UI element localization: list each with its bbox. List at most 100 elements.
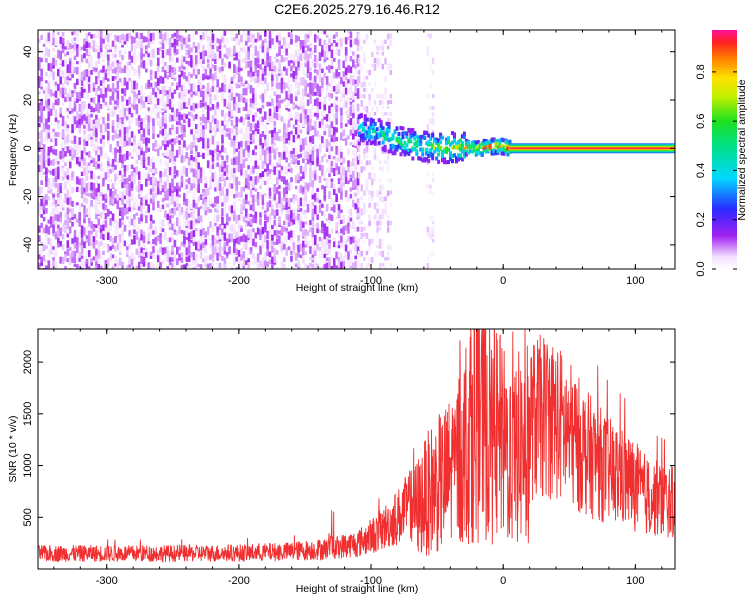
spectrogram-cell — [304, 38, 308, 47]
spectrogram-cell — [40, 186, 43, 194]
spectrogram-cell — [349, 101, 353, 105]
spectrogram-cell — [268, 55, 272, 63]
spectrogram-cell — [192, 218, 196, 228]
spectrogram-cell — [368, 93, 371, 100]
spectrogram-cell — [441, 150, 445, 155]
spectrogram-cell — [292, 147, 296, 155]
spectrogram-cell — [273, 241, 277, 246]
spectrogram-cell — [313, 45, 317, 53]
spectrogram-cell — [378, 196, 382, 202]
spectrogram-cell — [247, 213, 250, 222]
spectrogram-cell — [294, 104, 298, 109]
spectrogram-cell — [244, 208, 248, 217]
spectrogram-cell — [254, 152, 258, 156]
spectrogram-cell — [237, 191, 241, 197]
spectrogram-cell — [311, 247, 315, 255]
spectrogram-cell — [363, 190, 366, 196]
spectrogram-cell — [244, 60, 248, 69]
spectrogram-cell — [159, 190, 162, 195]
spectrogram-cell — [116, 194, 120, 201]
spectrogram-cell — [252, 253, 255, 259]
spectrogram-cell — [123, 165, 127, 172]
spectrogram-cell — [221, 247, 224, 251]
spectrogram-cell — [302, 142, 305, 151]
spectrogram-cell — [40, 259, 43, 267]
spectrogram-cell — [283, 119, 286, 124]
spectrogram-cell — [38, 110, 41, 114]
spectrogram-cell — [78, 71, 82, 81]
spectrogram-cell — [47, 87, 51, 95]
spectrogram-cell — [263, 251, 267, 261]
spectrogram-cell — [140, 145, 143, 151]
spectrogram-cell — [278, 99, 281, 109]
spectrogram-cell — [304, 50, 308, 60]
spectrogram-cell — [197, 178, 200, 185]
spectrogram-cell — [349, 39, 353, 48]
spectrogram-cell — [40, 115, 43, 123]
spectrogram-cell — [456, 145, 460, 150]
spectrogram-cell — [401, 126, 405, 131]
spectrogram-cell — [368, 214, 371, 221]
spectrogram-cell — [378, 166, 382, 171]
spectrogram-cell — [199, 85, 203, 91]
spectrogram-cell — [209, 97, 212, 105]
spectrogram-cell — [395, 145, 399, 150]
spectrogram-cell — [149, 255, 153, 259]
spectrogram-cell — [458, 144, 462, 149]
spectrogram-cell — [99, 41, 103, 48]
spectrogram-cell — [221, 232, 224, 240]
spectrogram-cell — [199, 136, 203, 142]
spectrogram-cell — [249, 100, 253, 108]
spectrogram-cell — [185, 198, 189, 207]
spectrogram-cell — [104, 72, 108, 81]
spectrogram-cell — [123, 141, 127, 148]
spectrogram-cell — [187, 49, 191, 59]
spectrogram-cell — [128, 107, 131, 115]
spectrogram-cell — [133, 67, 136, 76]
spectrogram-cell — [109, 211, 112, 215]
spectrogram-cell — [389, 112, 393, 117]
spectrogram-cell — [130, 205, 134, 213]
spectrogram-cell — [460, 143, 464, 148]
spectrogram-cell — [275, 267, 279, 269]
spectrogram-cell — [185, 228, 189, 237]
spectrogram-cell — [247, 51, 250, 60]
spectrogram-cell — [235, 256, 239, 262]
spectrogram-cell — [90, 139, 93, 148]
spectrogram-cell — [202, 73, 205, 81]
spectrogram-cell — [311, 150, 315, 156]
spectrogram-cell — [164, 85, 167, 89]
spectrogram-cell — [332, 238, 336, 248]
spectrogram-cell — [183, 71, 186, 78]
spectrogram-cell — [209, 30, 212, 35]
spectrogram-cell — [106, 54, 110, 61]
spectrogram-cell — [140, 214, 143, 222]
spectrogram-cell — [356, 37, 360, 46]
spectrogram-cell — [64, 151, 67, 157]
spectrogram-cell — [297, 134, 300, 139]
spectrogram-cell — [90, 235, 93, 243]
spectrogram-cell — [304, 199, 308, 208]
spectrogram-cell — [216, 143, 220, 153]
spectrogram-cell — [106, 42, 110, 47]
spectrogram-cell — [106, 56, 110, 66]
spectrogram-cell — [407, 151, 411, 156]
spectrogram-cell — [249, 109, 253, 116]
spectrogram-cell — [384, 160, 387, 164]
spectrogram-cell — [363, 129, 367, 134]
spectrogram-cell — [66, 73, 70, 81]
spectrogram-cell — [192, 168, 196, 177]
spectrogram-cell — [252, 179, 255, 188]
spectrogram-cell — [114, 75, 117, 80]
spectrogram-cell — [304, 137, 308, 146]
spectrogram-cell — [135, 212, 139, 216]
spectrogram-cell — [302, 111, 305, 121]
spectrogram-cell — [233, 246, 236, 254]
spectrogram-cell — [66, 167, 70, 176]
spectrogram-cell — [204, 30, 208, 38]
spectrogram-cell — [389, 149, 393, 154]
spectrogram-cell — [118, 179, 122, 184]
spectrogram-cell — [38, 102, 41, 111]
spectrogram-cell — [52, 102, 55, 111]
spectrogram-cell — [216, 102, 220, 108]
